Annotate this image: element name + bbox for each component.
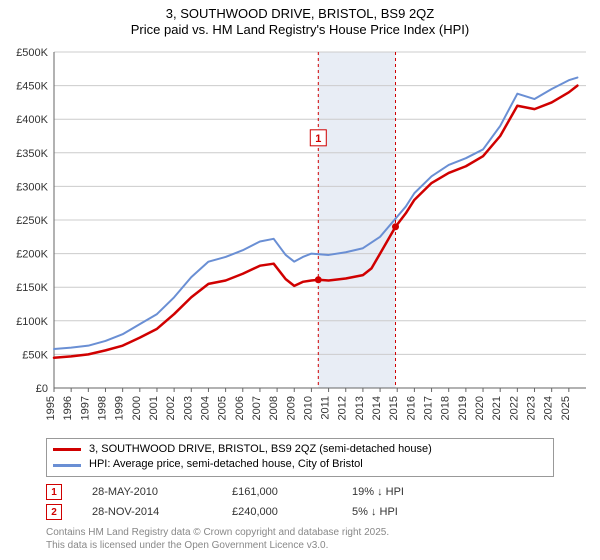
legend-swatch-1 xyxy=(53,448,81,451)
annotation-table: 1 28-MAY-2010 £161,000 19% ↓ HPI 2 28-NO… xyxy=(46,482,452,522)
svg-text:2011: 2011 xyxy=(320,396,332,420)
svg-text:2013: 2013 xyxy=(354,396,366,420)
svg-text:2015: 2015 xyxy=(388,396,400,420)
annotation-diff-2: 5% ↓ HPI xyxy=(352,506,452,518)
svg-text:2023: 2023 xyxy=(526,396,538,420)
svg-text:£450K: £450K xyxy=(16,81,48,93)
svg-text:2002: 2002 xyxy=(165,396,177,420)
svg-text:2022: 2022 xyxy=(508,396,520,420)
footer: Contains HM Land Registry data © Crown c… xyxy=(46,526,389,552)
footer-line-2: This data is licensed under the Open Gov… xyxy=(46,539,389,552)
svg-text:£50K: £50K xyxy=(22,349,48,361)
legend-label-2: HPI: Average price, semi-detached house,… xyxy=(89,457,363,472)
chart-area: £0 £50K £100K £150K £200K £250K £300K £350K £400… xyxy=(6,44,594,430)
svg-text:2016: 2016 xyxy=(405,396,417,420)
annotation-price-1: £161,000 xyxy=(232,486,322,498)
legend-row-2: HPI: Average price, semi-detached house,… xyxy=(53,457,547,472)
svg-text:1998: 1998 xyxy=(96,396,108,420)
svg-text:2007: 2007 xyxy=(251,396,263,420)
svg-text:2006: 2006 xyxy=(234,396,246,420)
title-line-1: 3, SOUTHWOOD DRIVE, BRISTOL, BS9 2QZ xyxy=(0,6,600,22)
annotation-date-2: 28-NOV-2014 xyxy=(92,506,202,518)
svg-text:£300K: £300K xyxy=(16,181,48,193)
svg-text:£200K: £200K xyxy=(16,249,48,261)
svg-text:£400K: £400K xyxy=(16,114,48,126)
annotation-marker-2: 2 xyxy=(46,504,62,520)
legend: 3, SOUTHWOOD DRIVE, BRISTOL, BS9 2QZ (se… xyxy=(46,438,554,477)
svg-text:£500K: £500K xyxy=(16,47,48,59)
svg-text:2009: 2009 xyxy=(285,396,297,420)
svg-text:£100K: £100K xyxy=(16,316,48,328)
svg-text:2017: 2017 xyxy=(423,396,435,420)
svg-text:2012: 2012 xyxy=(337,396,349,420)
annotation-diff-1: 19% ↓ HPI xyxy=(352,486,452,498)
annotation-date-1: 28-MAY-2010 xyxy=(92,486,202,498)
title-line-2: Price paid vs. HM Land Registry's House … xyxy=(0,22,600,38)
svg-text:1999: 1999 xyxy=(114,396,126,420)
annotation-row-2: 2 28-NOV-2014 £240,000 5% ↓ HPI xyxy=(46,502,452,522)
svg-text:£250K: £250K xyxy=(16,215,48,227)
svg-text:2025: 2025 xyxy=(560,396,572,420)
svg-text:2021: 2021 xyxy=(491,396,503,420)
svg-text:2020: 2020 xyxy=(474,396,486,420)
svg-text:2010: 2010 xyxy=(302,396,314,420)
footer-line-1: Contains HM Land Registry data © Crown c… xyxy=(46,526,389,539)
chart-title-block: 3, SOUTHWOOD DRIVE, BRISTOL, BS9 2QZ Pri… xyxy=(0,0,600,39)
annotation-price-2: £240,000 xyxy=(232,506,322,518)
legend-row-1: 3, SOUTHWOOD DRIVE, BRISTOL, BS9 2QZ (se… xyxy=(53,442,547,457)
svg-text:2000: 2000 xyxy=(131,396,143,420)
svg-text:2004: 2004 xyxy=(199,396,211,420)
svg-text:1996: 1996 xyxy=(62,396,74,420)
svg-text:£150K: £150K xyxy=(16,282,48,294)
svg-text:2018: 2018 xyxy=(440,396,452,420)
svg-text:2019: 2019 xyxy=(457,396,469,420)
svg-text:£350K: £350K xyxy=(16,148,48,160)
svg-text:2005: 2005 xyxy=(217,396,229,420)
svg-text:2001: 2001 xyxy=(148,396,160,420)
svg-text:2014: 2014 xyxy=(371,396,383,420)
svg-text:2003: 2003 xyxy=(182,396,194,420)
svg-text:£0: £0 xyxy=(36,383,48,395)
legend-swatch-2 xyxy=(53,464,81,467)
svg-text:2024: 2024 xyxy=(543,396,555,420)
annotation-row-1: 1 28-MAY-2010 £161,000 19% ↓ HPI xyxy=(46,482,452,502)
svg-text:1997: 1997 xyxy=(79,396,91,420)
legend-label-1: 3, SOUTHWOOD DRIVE, BRISTOL, BS9 2QZ (se… xyxy=(89,442,432,457)
chart-svg: £0 £50K £100K £150K £200K £250K £300K £350K £400… xyxy=(6,44,594,430)
svg-text:1: 1 xyxy=(315,133,321,145)
svg-text:1995: 1995 xyxy=(45,396,57,420)
annotation-marker-1: 1 xyxy=(46,484,62,500)
svg-text:2008: 2008 xyxy=(268,396,280,420)
